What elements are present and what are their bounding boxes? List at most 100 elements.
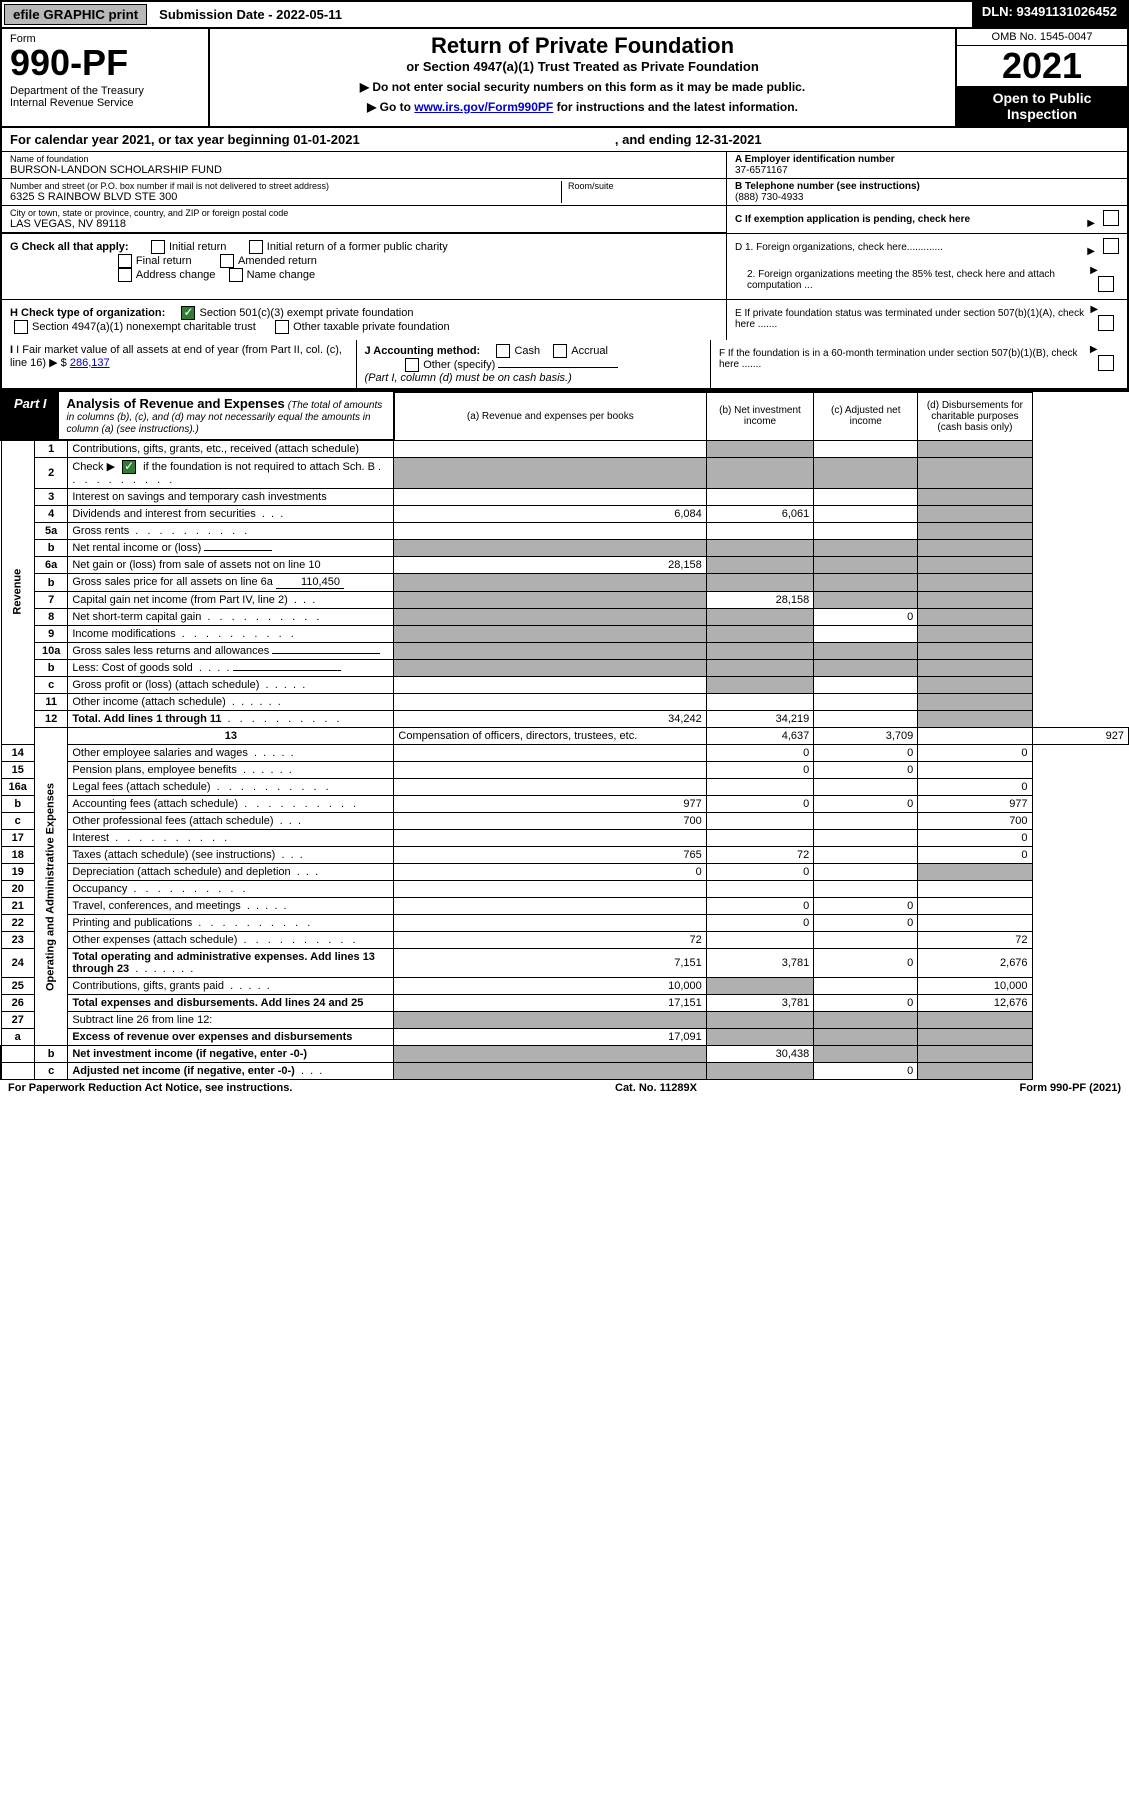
r10b-field[interactable]: [233, 670, 341, 671]
irs-link[interactable]: www.irs.gov/Form990PF: [414, 100, 553, 114]
calyear-end: , and ending 12-31-2021: [615, 132, 1119, 147]
d2-arrow-box: ▶: [1090, 265, 1119, 295]
d2-checkbox[interactable]: [1098, 276, 1114, 292]
j-note: (Part I, column (d) must be on cash basi…: [365, 372, 572, 384]
h3-checkbox[interactable]: [275, 320, 289, 334]
e-arrow-box: ▶: [1090, 304, 1119, 334]
col-d-header: (d) Disbursements for charitable purpose…: [918, 392, 1032, 440]
initial-former-label: Initial return of a former public charit…: [267, 241, 448, 253]
r8-text: Net short-term capital gain: [72, 611, 201, 623]
city-label: City or town, state or province, country…: [10, 208, 718, 218]
schb-checkbox[interactable]: [122, 460, 136, 474]
initial-return-checkbox[interactable]: [151, 240, 165, 254]
part1-desc: Analysis of Revenue and Expenses (The to…: [59, 392, 393, 439]
i-label: I Fair market value of all assets at end…: [10, 344, 342, 369]
i-block: I I Fair market value of all assets at e…: [2, 340, 357, 388]
r26-b: 3,781: [706, 995, 814, 1012]
g-check-row: G Check all that apply: Initial return I…: [2, 234, 726, 288]
r17-d: 0: [918, 830, 1032, 847]
r27a-a: 17,091: [394, 1029, 706, 1046]
row-24: 24Total operating and administrative exp…: [1, 949, 1129, 978]
r22-text: Printing and publications: [72, 917, 192, 929]
f-item: F If the foundation is in a 60-month ter…: [719, 344, 1119, 374]
r12-text: Total. Add lines 1 through 11: [72, 713, 221, 725]
initial-former-checkbox[interactable]: [249, 240, 263, 254]
r27b-text: Net investment income (if negative, ente…: [72, 1048, 307, 1060]
i-j-f-row: I I Fair market value of all assets at e…: [2, 340, 1127, 390]
expenses-vlabel: Operating and Administrative Expenses: [34, 728, 67, 1046]
d-checks: D 1. Foreign organizations, check here..…: [726, 234, 1127, 299]
r24-d: 2,676: [918, 949, 1032, 978]
final-return-checkbox[interactable]: [118, 254, 132, 268]
dots-icon: [237, 934, 358, 946]
r5a-text: Gross rents: [72, 525, 129, 537]
foundation-name: BURSON-LANDON SCHOLARSHIP FUND: [10, 164, 718, 176]
row-27b: bNet investment income (if negative, ent…: [1, 1046, 1129, 1063]
efile-print-button[interactable]: efile GRAPHIC print: [4, 4, 147, 25]
address-change-checkbox[interactable]: [118, 268, 132, 282]
accrual-checkbox[interactable]: [553, 344, 567, 358]
r10a-field[interactable]: [272, 653, 380, 654]
r11-text: Other income (attach schedule): [72, 696, 225, 708]
d2-label: 2. Foreign organizations meeting the 85%…: [735, 269, 1090, 291]
h-checks: H Check type of organization: Section 50…: [2, 300, 726, 340]
r14-desc: Other employee salaries and wages . . . …: [68, 745, 394, 762]
name-label: Name of foundation: [10, 154, 718, 164]
h2-checkbox[interactable]: [14, 320, 28, 334]
row-27: 27Subtract line 26 from line 12:: [1, 1012, 1129, 1029]
note-ssn: ▶ Do not enter social security numbers o…: [218, 80, 947, 94]
r14-c: 0: [814, 745, 918, 762]
r5b-field[interactable]: [204, 550, 272, 551]
r10b-text: Less: Cost of goods sold: [72, 662, 192, 674]
r4-text: Dividends and interest from securities: [72, 508, 255, 520]
e-checkbox[interactable]: [1098, 315, 1114, 331]
r27c-desc: Adjusted net income (if negative, enter …: [68, 1063, 394, 1080]
r26-desc: Total expenses and disbursements. Add li…: [68, 995, 394, 1012]
r16b-b: 0: [706, 796, 814, 813]
h1-checkbox[interactable]: [181, 306, 195, 320]
g-d-row: G Check all that apply: Initial return I…: [2, 233, 1127, 299]
amended-return-checkbox[interactable]: [220, 254, 234, 268]
dots-icon: [192, 917, 313, 929]
r24-text: Total operating and administrative expen…: [72, 951, 375, 975]
r6a-desc: Net gain or (loss) from sale of assets n…: [68, 557, 394, 574]
r15-text: Pension plans, employee benefits: [72, 764, 237, 776]
r6a-a: 28,158: [394, 557, 706, 574]
r16c-d: 700: [918, 813, 1032, 830]
r16b-desc: Accounting fees (attach schedule): [68, 796, 394, 813]
r5b-desc: Net rental income or (loss): [68, 540, 394, 557]
c-checkbox[interactable]: [1103, 210, 1119, 226]
other-method-checkbox[interactable]: [405, 358, 419, 372]
name-change-checkbox[interactable]: [229, 268, 243, 282]
row-18: 18Taxes (attach schedule) (see instructi…: [1, 847, 1129, 864]
r25-desc: Contributions, gifts, grants paid . . . …: [68, 978, 394, 995]
fmv-value[interactable]: 286,137: [70, 357, 110, 369]
r8-desc: Net short-term capital gain: [68, 609, 394, 626]
dots-icon: [176, 628, 297, 640]
r16c-desc: Other professional fees (attach schedule…: [68, 813, 394, 830]
j-block: J Accounting method: Cash Accrual Other …: [357, 340, 712, 388]
d1-checkbox[interactable]: [1103, 238, 1119, 254]
row-14: 14Other employee salaries and wages . . …: [1, 745, 1129, 762]
r19-b: 0: [706, 864, 814, 881]
form-header: Form 990-PF Department of the Treasury I…: [0, 29, 1129, 128]
r18-b: 72: [706, 847, 814, 864]
row-15: 15Pension plans, employee benefits . . .…: [1, 762, 1129, 779]
part1-header: Part I Analysis of Revenue and Expenses …: [2, 392, 393, 439]
r12-b: 34,219: [706, 711, 814, 728]
r12-desc: Total. Add lines 1 through 11: [68, 711, 394, 728]
ein-label: A Employer identification number: [735, 154, 1119, 165]
note2-post: for instructions and the latest informat…: [553, 100, 798, 114]
e-item: E If private foundation status was termi…: [727, 300, 1127, 338]
form-number: 990-PF: [10, 45, 200, 81]
cash-checkbox[interactable]: [496, 344, 510, 358]
part1-header-row: Part I Analysis of Revenue and Expenses …: [1, 392, 1129, 440]
r10b-desc: Less: Cost of goods sold . . . .: [68, 660, 394, 677]
f-checkbox[interactable]: [1098, 355, 1114, 371]
g-checks: G Check all that apply: Initial return I…: [2, 234, 726, 299]
r4-a: 6,084: [394, 506, 706, 523]
r24-c: 0: [814, 949, 918, 978]
address-block: Number and street (or P.O. box number if…: [10, 181, 561, 203]
name-ein-row: Name of foundation BURSON-LANDON SCHOLAR…: [2, 152, 1127, 233]
phone-cell: B Telephone number (see instructions) (8…: [727, 179, 1127, 206]
